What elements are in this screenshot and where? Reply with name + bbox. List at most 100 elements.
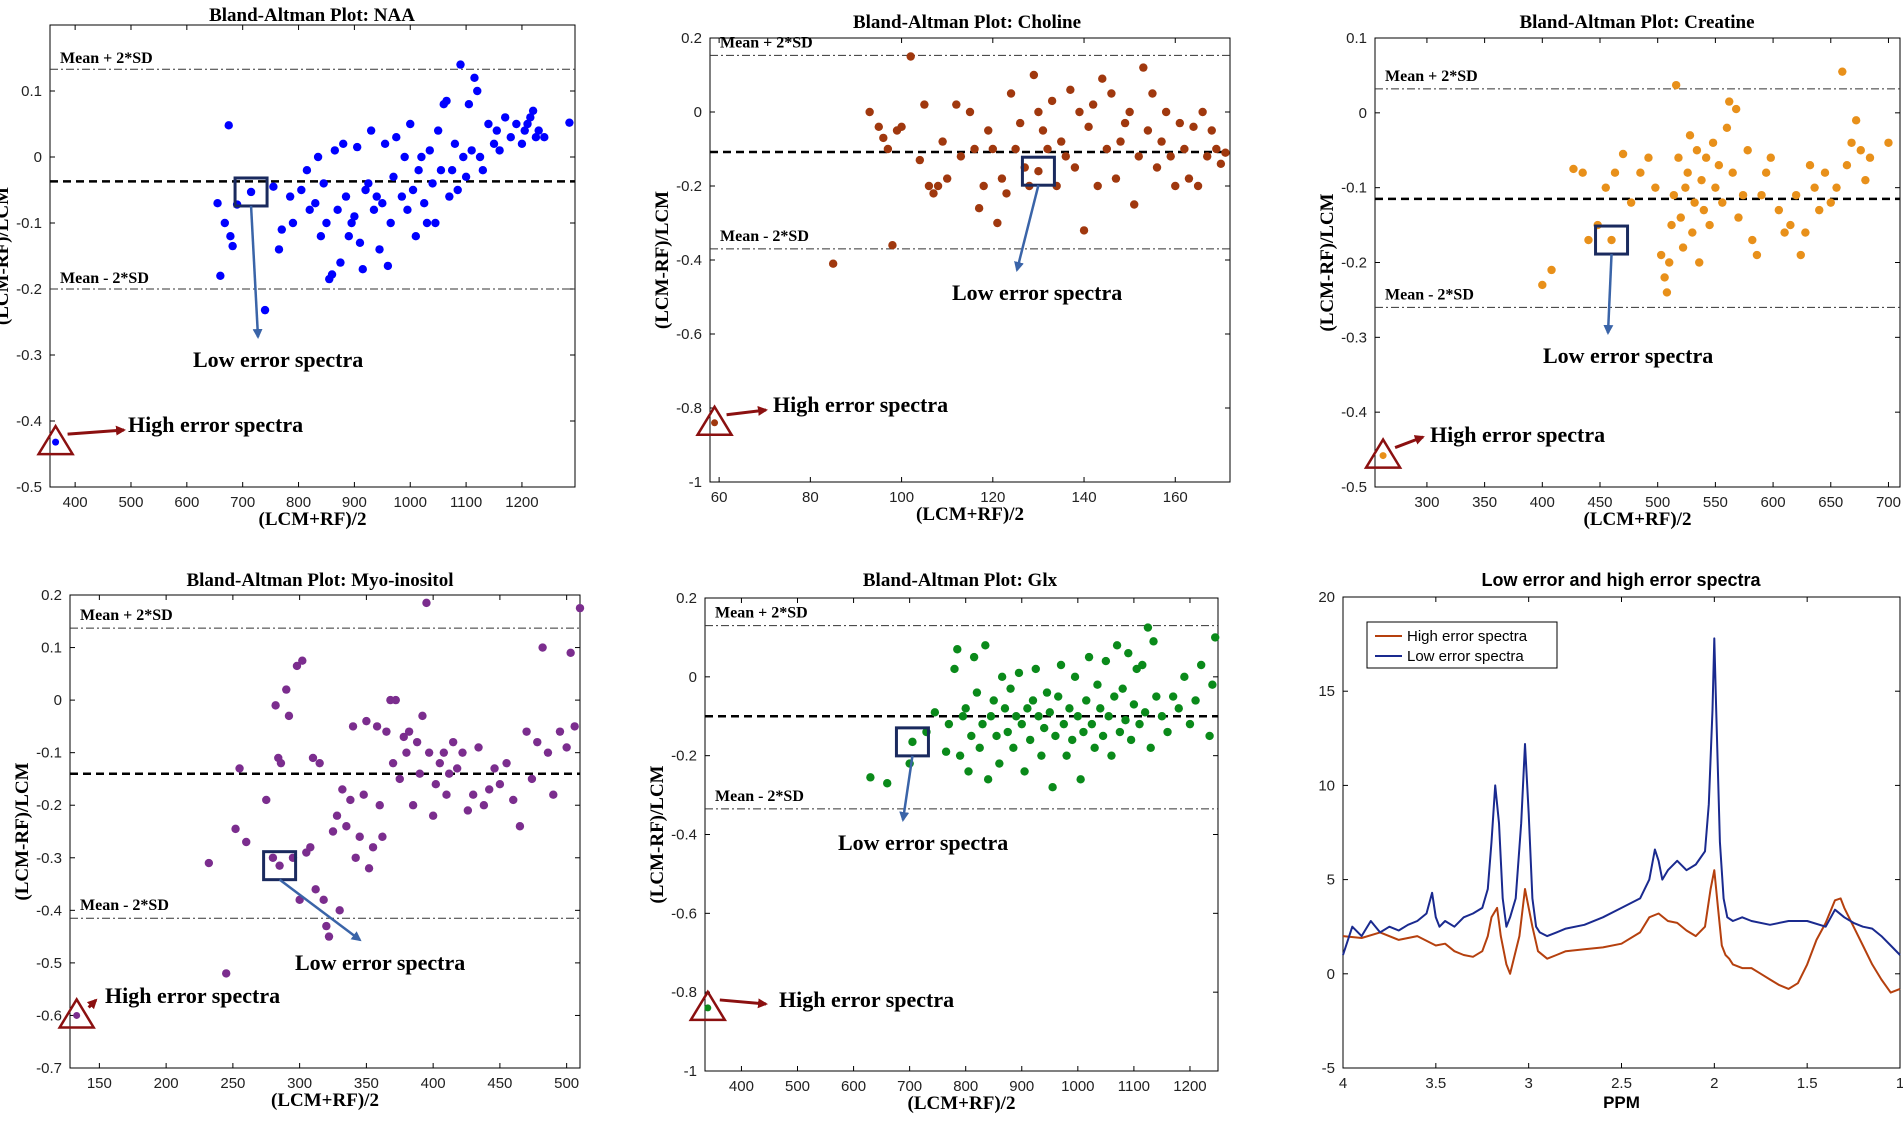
high-error-arrow [726,406,768,417]
y-tick-label: -0.5 [1341,479,1367,496]
data-point [473,86,482,96]
x-tick-label: 150 [87,1075,112,1092]
x-tick-label: 300 [287,1075,312,1092]
data-point [979,181,988,191]
y-axis-label: (LCM-RF)/LCM [647,765,668,903]
data-point [1038,126,1048,135]
data-point [1884,138,1893,147]
data-point [339,139,348,148]
data-point [555,727,565,736]
y-tick-label: -0.8 [676,400,702,417]
x-tick-label: 700 [230,494,255,511]
x-tick-label: 4 [1339,1075,1347,1092]
data-point [297,185,306,195]
data-point [1196,660,1206,670]
data-point [944,719,954,729]
x-tick-label: 80 [802,489,819,506]
x-tick-label: 600 [174,494,199,511]
data-point [395,774,404,784]
data-point [1738,190,1748,200]
data-point [464,100,474,109]
y-tick-label: -0.1 [1341,180,1367,197]
data-point [1626,198,1636,207]
data-point [375,801,384,810]
x-tick-label: 650 [1818,494,1843,511]
data-point [967,731,976,741]
low-error-label: Low error spectra [1543,343,1713,368]
high-error-label: High error spectra [773,392,948,417]
data-point [1088,100,1098,109]
data-point [260,305,270,315]
data-point [1725,97,1734,106]
data-point [1662,288,1672,297]
data-point [1743,146,1752,155]
data-point [1163,727,1172,737]
data-point [382,727,391,736]
y-tick-label: -0.6 [676,326,702,343]
data-point [228,241,237,251]
y-tick-label: -0.2 [1341,255,1367,272]
data-point [418,711,427,721]
data-point [1125,107,1134,117]
data-point [358,265,367,274]
data-point [428,811,438,820]
data-point [1671,80,1681,90]
data-point [380,139,390,148]
x-axis-label: (LCM+RF)/2 [259,509,367,530]
data-point [420,199,429,208]
data-point [517,139,527,148]
data-point [408,185,418,195]
data-point [459,152,468,162]
data-point [1014,668,1024,678]
data-point [1786,220,1795,230]
data-point [415,769,424,778]
lower-sd-label: Mean - 2*SD [715,788,804,805]
data-point [961,704,970,713]
data-point [408,801,418,810]
x-tick-label: 1 [1896,1075,1903,1092]
data-point [1766,153,1775,162]
x-tick-label: 2 [1710,1075,1718,1092]
data-point [489,139,499,148]
data-point [319,179,328,188]
y-tick-label: -0.2 [676,178,702,195]
data-point [490,764,499,773]
x-tick-label: 1200 [1173,1078,1206,1095]
data-point [566,648,575,658]
data-point [369,205,379,214]
chart-title: Bland-Altman Plot: Choline [853,12,1081,33]
x-tick-label: 400 [421,1075,446,1092]
data-point [1728,168,1737,177]
y-tick-label: 10 [1318,777,1335,794]
data-point [1023,704,1032,713]
y-tick-label: -0.4 [1341,404,1367,421]
high-error-triangle [36,423,75,456]
data-point [1098,74,1107,83]
data-point [1699,205,1709,215]
data-point [933,181,943,191]
data-point [338,785,347,794]
data-point [444,769,454,778]
x-tick-label: 160 [1163,489,1188,506]
data-point [1107,751,1116,760]
data-point [1061,152,1070,161]
data-point [955,751,965,760]
data-point [431,218,440,228]
legend-label: Low error spectra [1407,648,1524,665]
x-tick-label: 2.5 [1611,1075,1632,1092]
legend-label: High error spectra [1407,628,1528,645]
data-point [920,100,929,109]
y-tick-label: 0 [54,692,62,709]
upper-sd-label: Mean + 2*SD [60,50,153,67]
data-point [386,218,395,228]
data-point [439,748,449,757]
y-axis-label: (LCM-RF)/LCM [1317,193,1338,331]
data-point [220,218,230,228]
data-point [1118,684,1127,693]
data-point [436,166,446,175]
low-error-label: Low error spectra [295,950,465,975]
data-point [1714,161,1724,170]
high-error-point [711,419,719,427]
data-point [930,708,940,717]
data-point [1157,712,1167,721]
